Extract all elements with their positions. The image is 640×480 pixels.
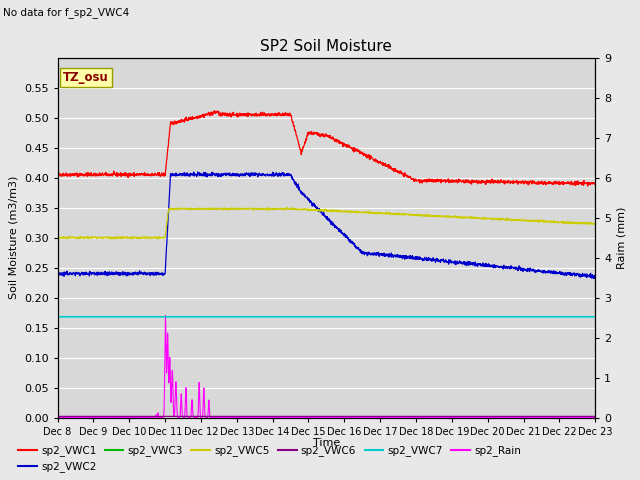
Text: No data for f_sp2_VWC4: No data for f_sp2_VWC4 [3, 7, 129, 18]
Y-axis label: Raim (mm): Raim (mm) [617, 206, 627, 269]
Title: SP2 Soil Moisture: SP2 Soil Moisture [260, 39, 392, 54]
Y-axis label: Soil Moisture (m3/m3): Soil Moisture (m3/m3) [8, 176, 19, 300]
Legend: sp2_VWC1, sp2_VWC2, sp2_VWC3, sp2_VWC5, sp2_VWC6, sp2_VWC7, sp2_Rain: sp2_VWC1, sp2_VWC2, sp2_VWC3, sp2_VWC5, … [18, 445, 521, 472]
X-axis label: Time: Time [313, 438, 340, 448]
Text: TZ_osu: TZ_osu [63, 71, 109, 84]
